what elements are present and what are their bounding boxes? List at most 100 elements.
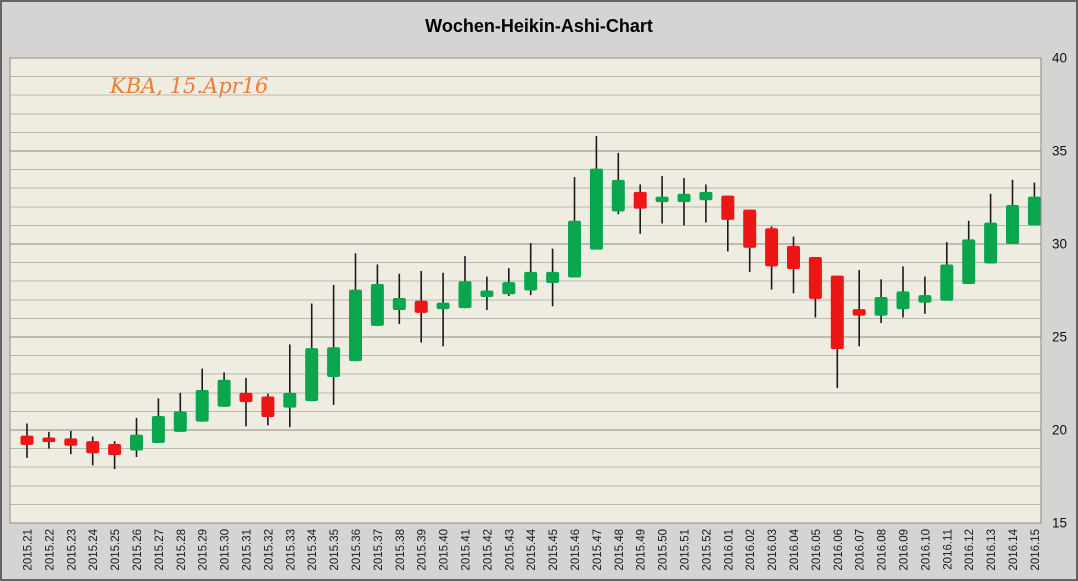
candle-body-2016.02 bbox=[743, 209, 757, 248]
candle-body-2015.44 bbox=[524, 271, 538, 291]
x-axis-label: 2016.08 bbox=[877, 529, 889, 571]
x-axis-label: 2016.02 bbox=[745, 529, 757, 571]
x-axis-label: 2016.01 bbox=[723, 529, 735, 571]
candle-body-2015.47 bbox=[589, 168, 603, 250]
x-axis-label: 2015.30 bbox=[220, 529, 232, 571]
candle-body-2016.04 bbox=[787, 245, 800, 270]
candle-body-2016.03 bbox=[765, 228, 779, 267]
candle-body-2015.23 bbox=[64, 438, 78, 446]
x-axis-label: 2015.32 bbox=[263, 529, 275, 571]
x-axis-label: 2016.12 bbox=[964, 529, 976, 571]
candle-body-2015.48 bbox=[611, 179, 625, 212]
candle-body-2015.51 bbox=[677, 193, 691, 203]
x-axis-label: 2015.44 bbox=[526, 528, 538, 570]
x-axis-label: 2016.04 bbox=[789, 528, 801, 570]
y-axis-labels: 15 20 25 30 35 40 bbox=[1052, 51, 1067, 531]
x-axis-label: 2015.24 bbox=[88, 528, 100, 570]
candle-body-2015.41 bbox=[458, 281, 472, 309]
candle-body-2015.24 bbox=[86, 441, 100, 454]
plot-border bbox=[9, 57, 1042, 524]
candle-body-2016.14 bbox=[1006, 204, 1019, 244]
y-axis-label: 35 bbox=[1052, 144, 1067, 159]
candle-body-2015.25 bbox=[108, 443, 122, 456]
candle-body-2015.50 bbox=[655, 196, 669, 203]
candle-body-2015.52 bbox=[699, 191, 713, 201]
x-axis-label: 2015.33 bbox=[285, 529, 297, 571]
x-axis-label: 2016.10 bbox=[920, 529, 932, 571]
candle-body-2015.30 bbox=[217, 379, 231, 407]
gridlines-minor bbox=[10, 76, 1041, 505]
candle-body-2016.07 bbox=[852, 309, 866, 316]
candle-body-2015.45 bbox=[546, 271, 560, 284]
x-axis-label: 2015.51 bbox=[680, 529, 692, 571]
candle-body-2015.43 bbox=[502, 282, 516, 295]
x-axis-label: 2015.29 bbox=[198, 529, 210, 571]
x-axis-label: 2015.26 bbox=[132, 529, 144, 571]
candle-body-2016.08 bbox=[874, 297, 888, 316]
x-axis-labels: 2015.21 2015.22 2015.23 2015.24 2015.25 2015.… bbox=[23, 528, 1042, 570]
x-axis-label: 2015.36 bbox=[351, 529, 363, 571]
x-axis-label: 2015.40 bbox=[439, 529, 451, 571]
y-axis-label: 15 bbox=[1052, 516, 1067, 531]
x-axis-label: 2015.23 bbox=[66, 529, 78, 571]
x-axis-label: 2015.45 bbox=[548, 529, 560, 571]
x-axis-label: 2015.38 bbox=[395, 529, 407, 571]
y-axis-label: 40 bbox=[1052, 51, 1067, 66]
plot-area bbox=[10, 58, 1041, 523]
x-axis-label: 2016.11 bbox=[942, 529, 954, 570]
x-axis-label: 2015.28 bbox=[176, 529, 188, 571]
candle-body-2015.29 bbox=[195, 390, 209, 422]
x-axis-label: 2016.15 bbox=[1030, 529, 1042, 571]
candle-body-2015.46 bbox=[568, 220, 581, 278]
candle-body-2015.21 bbox=[20, 435, 34, 445]
x-axis-label: 2015.21 bbox=[23, 529, 35, 571]
y-axis-label: 30 bbox=[1052, 237, 1067, 252]
x-axis-label: 2016.13 bbox=[986, 529, 998, 571]
candle-body-2016.10 bbox=[918, 295, 932, 303]
y-axis-label: 20 bbox=[1052, 423, 1067, 438]
y-axis-label: 25 bbox=[1052, 330, 1067, 345]
candle-body-2015.49 bbox=[633, 191, 647, 209]
x-axis-label: 2015.43 bbox=[504, 529, 516, 571]
candle-body-2016.13 bbox=[984, 222, 998, 264]
candle-body-2016.01 bbox=[721, 195, 735, 220]
x-axis-label: 2015.39 bbox=[417, 529, 429, 571]
candle-body-2015.27 bbox=[151, 416, 165, 444]
x-axis-label: 2015.52 bbox=[701, 529, 713, 571]
candle-body-2015.34 bbox=[305, 348, 319, 402]
candle-body-2016.09 bbox=[896, 291, 910, 310]
x-axis-label: 2015.37 bbox=[373, 529, 385, 571]
x-axis-label: 2015.46 bbox=[570, 529, 582, 571]
candle-body-2016.12 bbox=[962, 239, 976, 284]
candles bbox=[20, 136, 1041, 470]
candle-body-2015.26 bbox=[130, 434, 143, 451]
x-axis-label: 2015.27 bbox=[154, 529, 166, 571]
candle-body-2015.38 bbox=[392, 297, 406, 311]
x-axis-label: 2016.14 bbox=[1008, 528, 1020, 570]
candle-body-2015.31 bbox=[239, 392, 253, 403]
x-axis-label: 2015.48 bbox=[614, 529, 626, 571]
candle-body-2016.06 bbox=[830, 275, 844, 350]
x-axis-label: 2015.35 bbox=[329, 529, 341, 571]
chart-title: Wochen-Heikin-Ashi-Chart bbox=[425, 16, 653, 36]
candle-body-2015.36 bbox=[349, 289, 362, 362]
x-axis-label: 2015.41 bbox=[461, 529, 473, 571]
x-axis-label: 2015.31 bbox=[242, 529, 254, 571]
candle-body-2015.35 bbox=[327, 347, 341, 377]
candle-body-2015.22 bbox=[42, 437, 56, 443]
candle-body-2016.15 bbox=[1027, 196, 1041, 226]
x-axis-label: 2015.34 bbox=[307, 528, 319, 570]
candle-body-2015.42 bbox=[480, 290, 494, 298]
candle-body-2015.28 bbox=[173, 411, 187, 432]
candle-body-2015.32 bbox=[261, 396, 275, 417]
candle-body-2015.33 bbox=[283, 392, 297, 408]
x-axis-label: 2015.42 bbox=[482, 529, 494, 571]
annotation-label: KBA, 15.Apr16 bbox=[110, 74, 269, 98]
x-axis-label: 2016.03 bbox=[767, 529, 779, 571]
candle-body-2016.05 bbox=[808, 257, 822, 299]
candle-body-2015.39 bbox=[414, 300, 428, 313]
x-axis-label: 2016.09 bbox=[899, 529, 911, 571]
x-axis-label: 2015.25 bbox=[110, 529, 122, 571]
